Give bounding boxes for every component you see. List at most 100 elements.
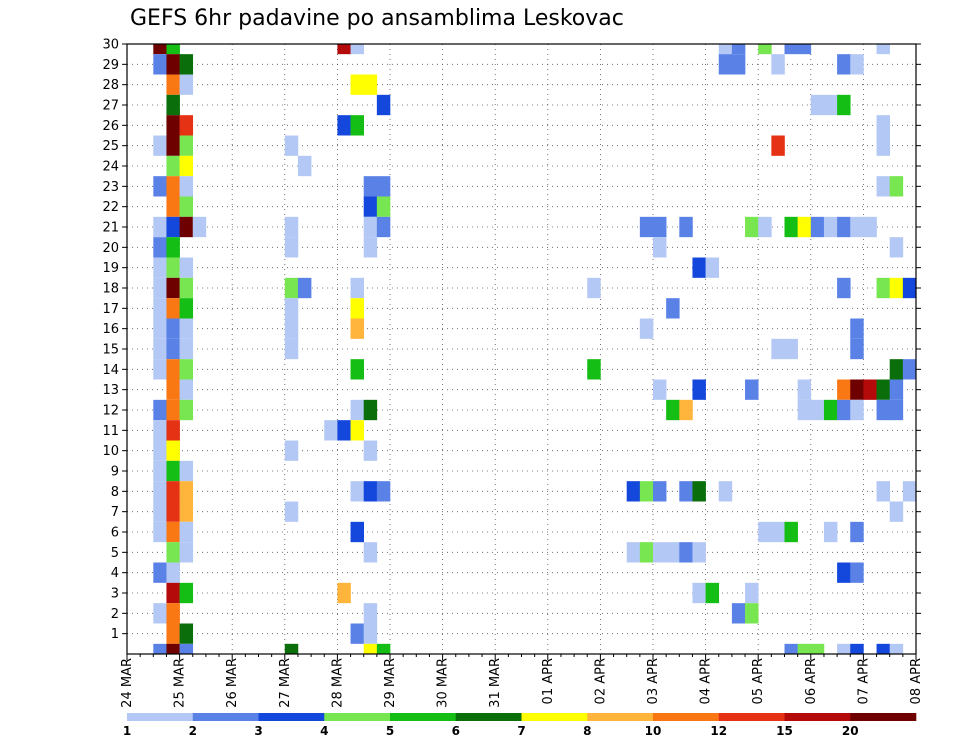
legend-label: 4 xyxy=(320,724,328,738)
heatmap-cell xyxy=(153,216,167,238)
heatmap-cell xyxy=(350,318,364,339)
heatmap-cell xyxy=(810,216,825,238)
heatmap-cell xyxy=(797,399,812,421)
heatmap-cell xyxy=(876,176,890,197)
heatmap-cell xyxy=(153,176,167,197)
y-tick-label: 11 xyxy=(102,424,119,439)
heatmap-cell xyxy=(166,94,180,116)
heatmap-cell xyxy=(587,359,601,380)
heatmap-cell xyxy=(284,237,299,258)
y-tick-label: 22 xyxy=(102,200,119,215)
heatmap-cell xyxy=(350,481,364,502)
heatmap-cell xyxy=(153,135,167,156)
heatmap-cell xyxy=(679,481,693,502)
x-tick-label: 07 APR xyxy=(856,658,871,704)
heatmap-cell xyxy=(363,216,378,238)
heatmap-cell xyxy=(166,115,180,136)
heatmap-cell xyxy=(823,216,838,238)
heatmap-cell xyxy=(771,54,785,75)
heatmap-cell xyxy=(153,481,167,502)
heatmap-cell xyxy=(166,338,180,360)
legend-label: 7 xyxy=(517,724,525,738)
heatmap-cell xyxy=(889,237,904,258)
legend-swatch xyxy=(850,713,917,721)
heatmap-cell xyxy=(797,643,812,654)
heatmap-cell xyxy=(179,257,194,278)
heatmap-cell xyxy=(153,257,167,278)
heatmap-cell xyxy=(179,542,194,563)
x-tick-label: 02 APR xyxy=(593,658,608,704)
heatmap-cell xyxy=(889,379,904,400)
heatmap-cell xyxy=(350,399,364,421)
heatmap-cell xyxy=(166,420,180,441)
heatmap-cell xyxy=(179,460,194,482)
heatmap-cell xyxy=(850,338,864,360)
heatmap-cell xyxy=(179,623,194,644)
heatmap-cell xyxy=(889,359,904,380)
heatmap-cell xyxy=(889,643,904,654)
heatmap-cell xyxy=(179,74,194,95)
y-tick-label: 30 xyxy=(102,38,119,53)
heatmap-cell xyxy=(166,196,180,217)
heatmap-cell xyxy=(889,399,904,421)
y-tick-label: 10 xyxy=(102,444,119,459)
heatmap-cell xyxy=(653,237,667,258)
heatmap-cell xyxy=(889,176,904,197)
heatmap-cell xyxy=(363,623,378,644)
heatmap-cell xyxy=(376,481,391,502)
heatmap-cell xyxy=(284,501,299,522)
legend-swatch xyxy=(718,713,785,721)
heatmap-cell xyxy=(850,318,864,339)
heatmap-cell xyxy=(692,379,706,400)
heatmap-cell xyxy=(166,562,180,583)
y-tick-label: 12 xyxy=(102,404,119,419)
heatmap-cell xyxy=(745,582,759,604)
heatmap-cell xyxy=(876,115,890,136)
heatmap-cell xyxy=(784,44,798,55)
heatmap-cell xyxy=(626,542,641,563)
y-tick-label: 2 xyxy=(111,607,119,622)
heatmap-cell xyxy=(810,94,825,116)
heatmap-cell xyxy=(166,623,180,644)
heatmap-cell xyxy=(179,135,194,156)
heatmap-cell xyxy=(705,257,720,278)
heatmap-cell xyxy=(337,582,351,604)
legend-label: 10 xyxy=(645,724,662,738)
heatmap-cell xyxy=(653,542,667,563)
heatmap-cell xyxy=(863,216,877,238)
y-tick-label: 28 xyxy=(102,78,119,93)
heatmap-cell xyxy=(179,481,194,502)
y-tick-label: 17 xyxy=(102,302,119,317)
heatmap-cell xyxy=(876,135,890,156)
heatmap-cell xyxy=(837,562,851,583)
y-tick-label: 19 xyxy=(102,261,119,276)
heatmap-cell xyxy=(179,298,194,319)
y-tick-label: 14 xyxy=(102,363,119,378)
y-tick-label: 29 xyxy=(102,58,119,73)
heatmap-cell xyxy=(363,196,378,217)
heatmap-cell xyxy=(179,54,194,75)
y-tick-label: 20 xyxy=(102,241,119,256)
y-tick-label: 13 xyxy=(102,383,119,398)
heatmap-cell xyxy=(666,542,680,563)
x-tick-label: 01 APR xyxy=(541,658,556,704)
heatmap-cell xyxy=(639,318,654,339)
x-tick-label: 28 MAR xyxy=(330,658,345,708)
heatmap-cell xyxy=(179,216,194,238)
y-tick-label: 16 xyxy=(102,322,119,337)
heatmap-cell xyxy=(876,277,890,299)
legend-label: 1 xyxy=(123,724,131,738)
heatmap-cell xyxy=(797,44,812,55)
legend-swatch xyxy=(192,713,259,721)
heatmap-cell xyxy=(850,216,864,238)
y-tick-label: 8 xyxy=(111,485,119,500)
heatmap-cell xyxy=(902,359,917,380)
heatmap-cell xyxy=(179,521,194,543)
heatmap-cell xyxy=(679,399,693,421)
heatmap-cell xyxy=(850,399,864,421)
heatmap-cell xyxy=(153,44,167,55)
heatmap-cell xyxy=(166,277,180,299)
legend-swatch xyxy=(653,713,720,721)
heatmap-cell xyxy=(284,216,299,238)
y-tick-label: 21 xyxy=(102,221,119,236)
